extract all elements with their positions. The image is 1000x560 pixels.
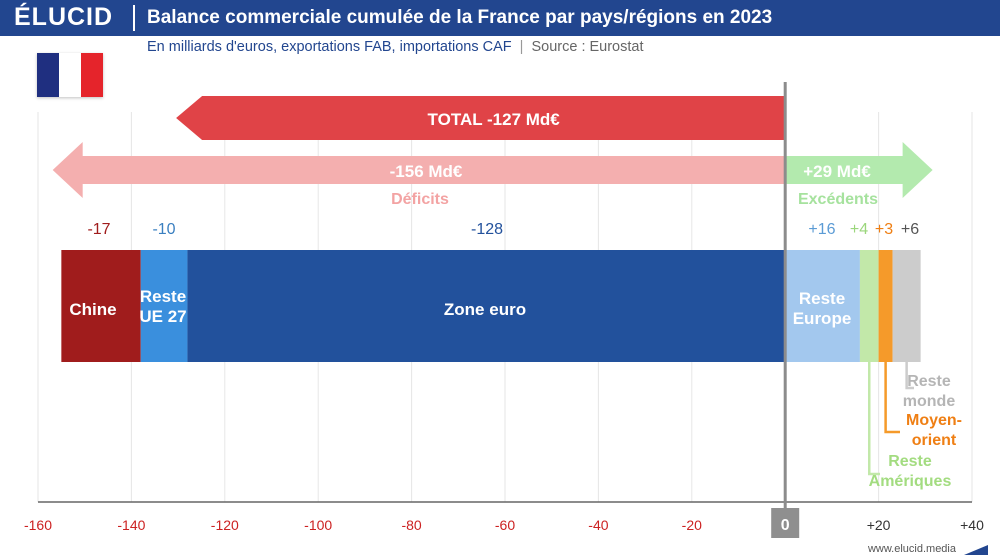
tick-label: -60: [495, 517, 515, 533]
value-label-chine: -17: [87, 221, 110, 238]
tick-label: -80: [401, 517, 421, 533]
subtitle-text: En milliards d'euros, exportations FAB, …: [147, 39, 512, 55]
segment-label-reste-europe: Reste Europe: [793, 289, 852, 328]
surpluses-caption: Excédents: [798, 191, 878, 208]
deficits-caption: Déficits: [391, 191, 449, 208]
source-text: Source : Eurostat: [531, 39, 644, 55]
tick-label: -160: [24, 517, 52, 533]
value-label-reste-ameriques: +4: [850, 221, 868, 238]
bar-reste-monde: [892, 250, 921, 362]
tick-label: -120: [211, 517, 239, 533]
zero-label-box: [771, 508, 800, 538]
leader-line-reste-monde: [905, 362, 914, 390]
total-label: TOTAL -127 Md€: [428, 110, 561, 129]
subtitle-separator: |: [519, 39, 524, 55]
bar-zone-euro: [187, 250, 786, 362]
value-label-moyen-orient: +3: [875, 221, 893, 238]
tick-label: +20: [867, 517, 891, 533]
deficits-arrow: [52, 142, 786, 198]
callout-label-moyen-orient: Moyen-orient: [906, 412, 962, 449]
elucid-mark-icon: [964, 545, 988, 555]
deficits-value-label: -156 Md€: [390, 162, 463, 181]
elucid-logo: ÉLUCID: [14, 3, 114, 31]
value-label-zone-euro: -128: [471, 221, 503, 238]
bar-moyen-orient: [878, 250, 893, 362]
segment-label-reste-ue-27: Reste UE 27: [139, 287, 186, 326]
bar-reste-europe: [785, 250, 860, 362]
segment-label-zone-euro: Zone euro: [444, 300, 526, 319]
tick-label: -20: [682, 517, 702, 533]
surpluses-arrow: [785, 142, 933, 198]
tick-label: -140: [117, 517, 145, 533]
total-arrow: [176, 96, 786, 140]
leader-line-reste-ameriques: [868, 362, 880, 476]
zero-tick-label: 0: [781, 517, 790, 534]
value-label-reste-europe: +16: [808, 221, 835, 238]
callout-label-reste-ameriques: Reste Amériques: [869, 453, 952, 490]
bar-reste-ue-27: [140, 250, 188, 362]
tick-label: -40: [588, 517, 608, 533]
tick-label: +40: [960, 517, 984, 533]
flag-stripe-blue: [37, 53, 59, 97]
leader-line-moyen-orient: [884, 362, 900, 434]
surpluses-value-label: +29 Md€: [803, 162, 871, 181]
value-label-reste-ue-27: -10: [152, 221, 175, 238]
bar-reste-ameriques: [859, 250, 879, 362]
chart-subtitle: En milliards d'euros, exportations FAB, …: [147, 39, 644, 55]
tick-label: -100: [304, 517, 332, 533]
header-bar: ÉLUCID Balance commerciale cumulée de la…: [0, 0, 1000, 36]
flag-stripe-red: [81, 53, 103, 97]
bar-chine: [61, 250, 141, 362]
callout-label-reste-monde: Reste monde: [903, 373, 956, 410]
segment-label-chine: Chine: [69, 300, 116, 319]
value-label-reste-monde: +6: [901, 221, 919, 238]
header-divider: [133, 5, 135, 31]
flag-stripe-white: [59, 53, 81, 97]
france-flag-icon: [37, 53, 103, 97]
chart-title: Balance commerciale cumulée de la France…: [147, 7, 773, 28]
footer-url: www.elucid.media: [867, 543, 956, 555]
